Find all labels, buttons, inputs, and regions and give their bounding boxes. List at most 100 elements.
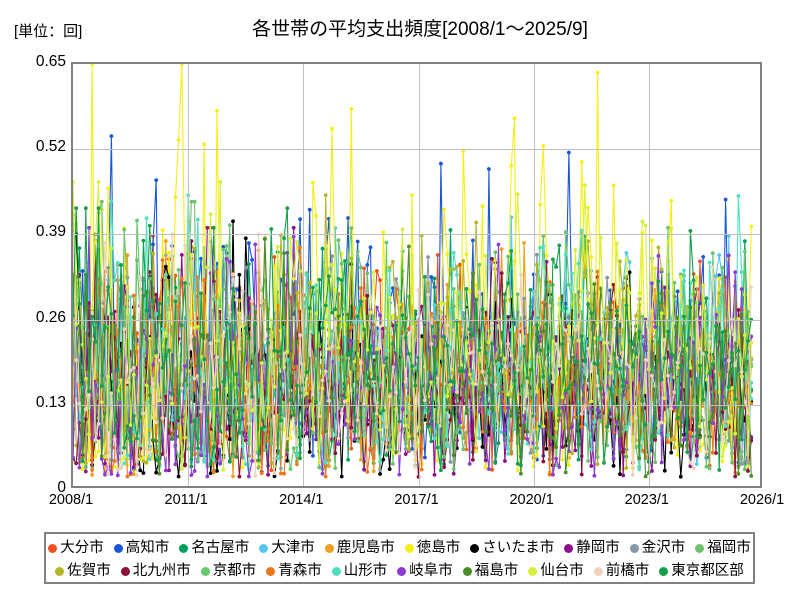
data-point-marker [439, 161, 443, 166]
data-point-marker [535, 252, 539, 257]
data-point-marker [736, 308, 741, 312]
legend-item-さいたま市[interactable]: さいたま市 [470, 541, 554, 556]
data-point-marker [144, 460, 149, 465]
data-point-marker [704, 449, 709, 454]
data-point-marker [589, 311, 594, 316]
data-point-marker [157, 471, 162, 476]
data-point-marker [659, 291, 664, 296]
data-point-marker [266, 405, 270, 410]
legend-item-鹿児島市[interactable]: 鹿児島市 [324, 541, 395, 556]
data-point-marker [650, 469, 654, 473]
data-point-marker [336, 314, 341, 319]
data-point-marker [710, 450, 715, 455]
data-point-marker [131, 472, 136, 476]
data-point-marker [567, 150, 571, 155]
data-point-marker [323, 369, 328, 374]
data-point-marker [183, 378, 187, 383]
legend-item-佐賀市[interactable]: 佐賀市 [55, 564, 111, 579]
data-point-marker [135, 436, 139, 441]
data-point-marker [413, 309, 418, 314]
legend-item-前橋市[interactable]: 前橋市 [593, 564, 649, 579]
data-point-marker [221, 416, 226, 420]
data-point-marker [291, 446, 296, 450]
legend-item-東京都区部[interactable]: 東京都区部 [659, 564, 744, 579]
data-point-marker [215, 339, 219, 343]
legend-item-山形市[interactable]: 山形市 [331, 564, 387, 579]
data-point-marker [627, 290, 632, 295]
data-point-marker [343, 399, 347, 404]
data-point-marker [240, 408, 245, 412]
data-point-marker [112, 278, 117, 283]
data-point-marker [291, 225, 296, 230]
data-point-marker [726, 385, 731, 390]
data-point-marker [698, 259, 702, 264]
data-point-marker [560, 342, 565, 346]
data-point-marker [448, 308, 453, 312]
legend-item-仙台市[interactable]: 仙台市 [528, 564, 584, 579]
data-point-marker [362, 433, 366, 437]
data-point-marker [733, 363, 738, 368]
data-point-marker [749, 474, 754, 478]
data-point-marker [551, 380, 555, 384]
data-point-marker [371, 419, 376, 423]
data-point-marker [618, 288, 622, 293]
legend-item-label: 福島市 [474, 563, 519, 580]
legend-item-京都市[interactable]: 京都市 [200, 564, 256, 579]
data-point-marker [710, 414, 715, 419]
data-point-marker [349, 256, 354, 261]
legend-item-福岡市[interactable]: 福岡市 [695, 541, 751, 556]
legend-item-静岡市[interactable]: 静岡市 [564, 541, 620, 556]
data-point-marker [147, 393, 152, 398]
data-point-marker [359, 457, 363, 462]
data-point-marker [720, 437, 725, 442]
data-point-marker [410, 364, 414, 368]
data-point-marker [624, 257, 629, 262]
legend-item-大分市[interactable]: 大分市 [48, 541, 104, 556]
legend-item-大津市[interactable]: 大津市 [259, 541, 315, 556]
data-point-marker [672, 280, 677, 285]
data-point-marker [183, 281, 187, 285]
data-point-marker [435, 376, 440, 381]
legend-item-徳島市[interactable]: 徳島市 [404, 541, 460, 556]
data-point-marker [554, 456, 558, 461]
legend-item-高知市[interactable]: 高知市 [113, 541, 169, 556]
data-point-marker [662, 337, 667, 342]
data-point-marker [330, 344, 334, 349]
data-point-marker [666, 433, 670, 438]
data-point-marker [662, 468, 667, 473]
data-point-marker [135, 349, 139, 354]
data-point-marker [710, 265, 715, 269]
data-point-marker [237, 298, 242, 303]
data-point-marker [311, 426, 315, 431]
legend-marker-icon [528, 567, 538, 576]
data-point-marker [490, 321, 494, 326]
data-point-marker [282, 413, 286, 418]
data-point-marker [595, 407, 600, 412]
data-point-marker [103, 461, 107, 466]
legend-item-青森市[interactable]: 青森市 [266, 564, 322, 579]
legend-item-福島市[interactable]: 福島市 [462, 563, 519, 580]
legend-item-北九州市[interactable]: 北九州市 [120, 564, 191, 579]
data-point-marker [403, 452, 408, 456]
data-point-marker [365, 271, 370, 276]
data-point-marker [387, 295, 392, 300]
data-point-marker [522, 296, 526, 301]
data-point-marker [471, 333, 475, 337]
legend-item-岐阜市[interactable]: 岐阜市 [397, 564, 453, 579]
data-point-marker [634, 314, 638, 318]
data-point-marker [375, 347, 379, 351]
data-point-marker [349, 425, 354, 430]
data-point-marker [560, 457, 565, 462]
legend-item-名古屋市[interactable]: 名古屋市 [179, 541, 249, 556]
data-point-marker [272, 384, 277, 389]
data-point-marker [576, 442, 581, 446]
data-point-marker [662, 419, 667, 424]
data-point-marker [583, 275, 587, 279]
data-point-marker [119, 378, 123, 383]
data-point-marker [307, 450, 312, 454]
data-point-marker [624, 427, 629, 431]
legend-item-金沢市[interactable]: 金沢市 [629, 541, 685, 556]
gridline-vertical [188, 64, 189, 486]
data-point-marker [653, 325, 658, 329]
data-point-marker [573, 248, 578, 252]
